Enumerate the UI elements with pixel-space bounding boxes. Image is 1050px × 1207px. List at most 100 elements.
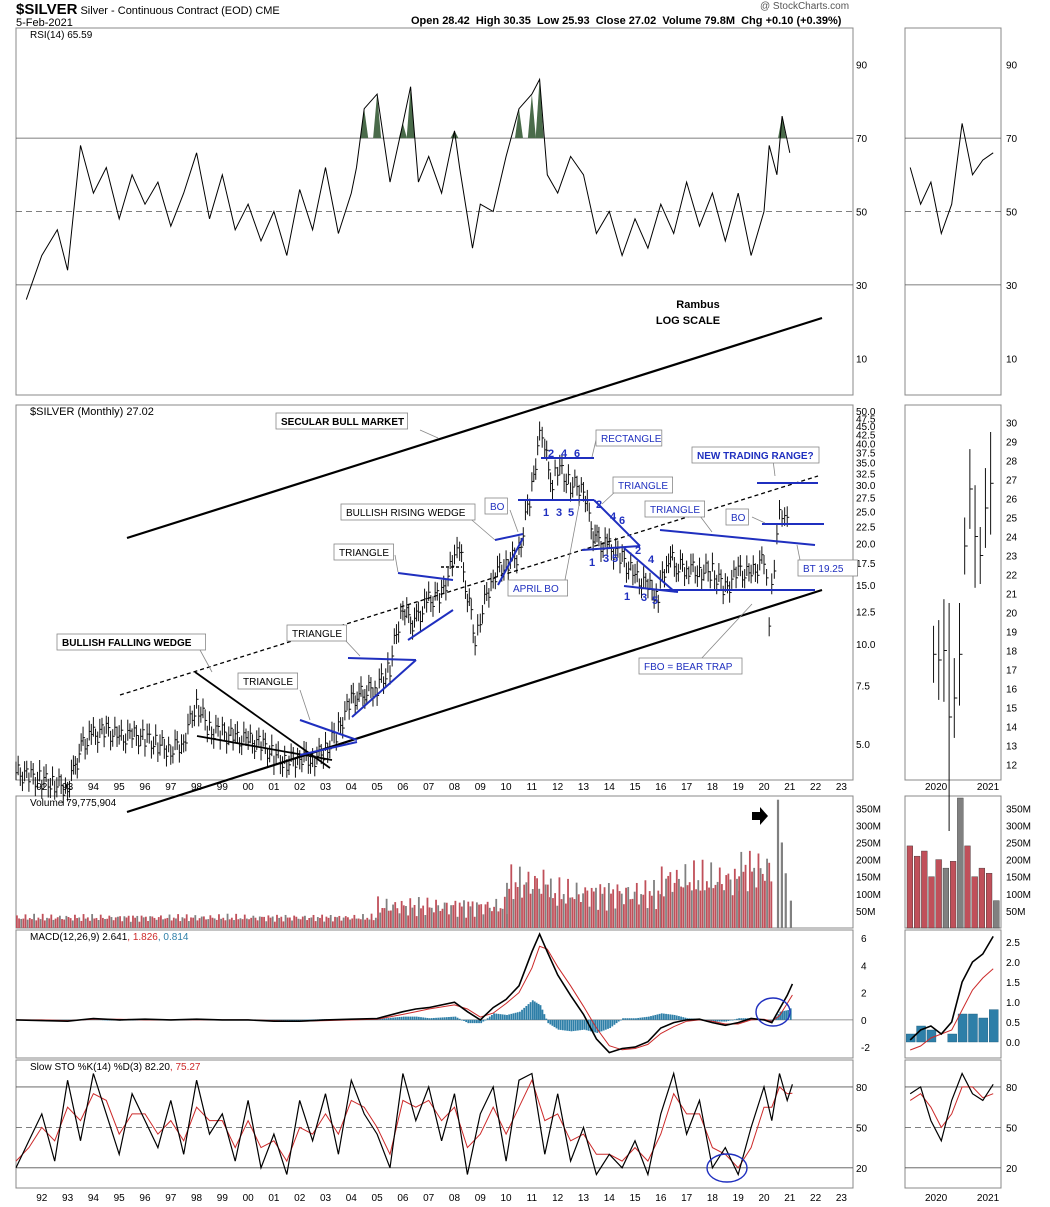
volume-bar (655, 909, 658, 928)
macd-histogram-bar (411, 1016, 414, 1020)
wave-count-label: 1 (589, 557, 595, 569)
volume-bar (673, 882, 676, 928)
volume-bar (721, 884, 723, 928)
bt-label: BT 19.25 (803, 564, 844, 575)
macd-histogram-bar (484, 1019, 487, 1021)
volume-bar (48, 918, 51, 928)
price-xtick-label: 93 (62, 782, 74, 793)
macd-histogram-bar (543, 1014, 546, 1020)
volume-inset-ytick-label: 350M (1006, 804, 1031, 815)
volume-bar (205, 919, 207, 928)
volume-bar (301, 916, 304, 928)
volume-bar (644, 880, 647, 928)
macd-histogram-bar (460, 1019, 463, 1021)
volume-bar (764, 880, 766, 928)
volume-bar (746, 891, 749, 928)
volume-bar (708, 887, 710, 928)
volume-bar (638, 904, 640, 928)
macd-histogram-bar (684, 1017, 687, 1020)
price-inset-xtick-label: 2021 (977, 782, 1000, 793)
volume-bar (573, 899, 576, 928)
volume-bar (288, 917, 291, 928)
macd-histogram-bar (574, 1019, 577, 1031)
macd-histogram-bar (613, 1019, 616, 1025)
sto-xtick-label: 96 (139, 1193, 151, 1204)
macd-histogram-bar (293, 1019, 296, 1021)
macd-histogram-bar (531, 1000, 534, 1020)
price-inset-ytick-label: 30 (1006, 419, 1018, 430)
volume-bar (657, 890, 660, 928)
rsi-inset-ytick-label: 10 (1006, 354, 1018, 365)
volume-bar (491, 911, 493, 928)
macd-inset-histogram-bar (989, 1009, 999, 1043)
volume-bar (149, 916, 152, 928)
volume-bar (142, 917, 145, 928)
price-inset-ytick-label: 20 (1006, 609, 1018, 620)
volume-bar (377, 896, 379, 928)
macd-histogram-bar (551, 1019, 554, 1026)
rising-wedge-label: BULLISH RISING WEDGE (346, 508, 466, 519)
price-xtick-label: 16 (655, 782, 667, 793)
macd-histogram-bar (510, 1013, 513, 1020)
macd-histogram-bar (392, 1017, 394, 1020)
volume-bar (705, 881, 708, 928)
rsi-ytick-label: 70 (856, 134, 868, 145)
triangle-2007-upper (397, 572, 454, 581)
price-ytick-label: 47.5 (856, 414, 876, 425)
macd-histogram-bar (407, 1016, 410, 1020)
macd-histogram-bar (564, 1019, 566, 1031)
volume-bar (669, 872, 672, 928)
symbol: $SILVER (16, 1, 78, 18)
macd-histogram-bar (559, 1019, 562, 1030)
volume-bar (321, 914, 324, 928)
volume-bar (299, 919, 302, 928)
volume-bar (770, 881, 773, 928)
sto-legend: Slow STO %K(14) %D(3) 82.20, 75.27 (30, 1062, 201, 1073)
vol-panel-frame (15, 795, 854, 929)
volume-bar (220, 918, 222, 928)
macd-histogram-bar (308, 1019, 311, 1021)
volume-bar (233, 920, 235, 928)
volume-inset-bar (914, 855, 921, 929)
macd-histogram-bar (527, 1004, 530, 1020)
macd-histogram-bar (381, 1018, 384, 1020)
triangle-2007-lower (407, 609, 454, 641)
price-xtick-label: 10 (501, 782, 513, 793)
volume-bar (117, 916, 119, 928)
triangle-label-box (644, 500, 705, 518)
macd-histogram-bar (475, 1019, 478, 1024)
volume-bar (140, 915, 143, 928)
wave-count-label: 4 (610, 511, 617, 523)
price-xtick-label: 09 (475, 782, 487, 793)
macd-histogram-bar (787, 1010, 790, 1020)
macd-histogram-bar (282, 1019, 285, 1021)
volume-legend: Volume 79,775,904 (30, 798, 117, 809)
callout-leader (591, 439, 597, 458)
volume-bar (86, 917, 89, 928)
volume-bar (108, 915, 111, 928)
macd-histogram-bar (400, 1016, 403, 1020)
rsi-overbought-fill (450, 130, 459, 139)
sto-inset-xtick-label: 2020 (925, 1193, 948, 1204)
callout-leader (419, 429, 439, 439)
exchange: CME (255, 5, 280, 17)
bo-label: BO (731, 513, 746, 524)
macd-histogram-bar (639, 1017, 642, 1020)
volume-bar (616, 884, 619, 928)
volume-bar (82, 914, 85, 928)
macd-histogram-bar (541, 1009, 544, 1020)
macd-histogram-bar (284, 1019, 287, 1021)
volume-bar (718, 867, 721, 928)
wave-count-label: 5 (652, 595, 658, 607)
volume-bar (761, 873, 764, 928)
volume-inset-bar (993, 900, 1000, 929)
macd-histogram-bar (585, 1019, 588, 1031)
low-value: 25.93 (562, 15, 590, 27)
price-xtick-label: 15 (629, 782, 641, 793)
macd-histogram-bar (508, 1014, 511, 1020)
macd-histogram-bar (577, 1019, 579, 1031)
volume-bar (179, 921, 182, 928)
volume-bar (523, 884, 526, 928)
secular-bull-market-label: SECULAR BULL MARKET (281, 417, 404, 428)
macd-histogram-bar (493, 1013, 495, 1020)
